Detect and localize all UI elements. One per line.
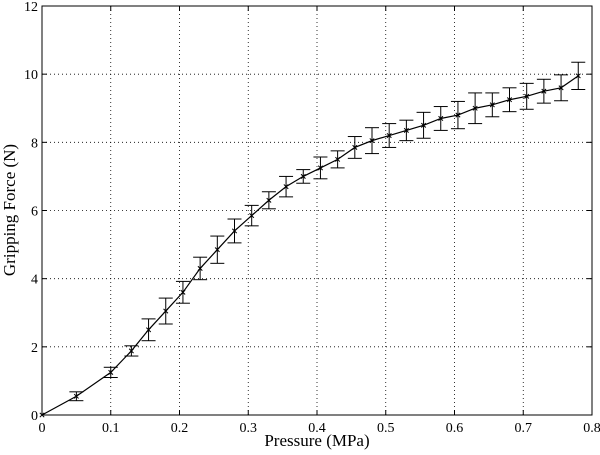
data-point-marker (489, 102, 495, 108)
axis-ticks (41, 5, 593, 416)
x-tick-label: 0.3 (240, 421, 258, 436)
data-point-marker (455, 112, 461, 118)
data-point-marker (438, 115, 444, 122)
data-point-marker (39, 412, 45, 418)
x-tick-label: 0.1 (102, 421, 120, 436)
y-tick-label: 10 (24, 68, 38, 83)
data-point-marker (146, 327, 152, 333)
data-point-marker (524, 93, 530, 99)
data-point-marker (386, 132, 392, 139)
data-point-marker (197, 265, 203, 271)
data-point-marker (506, 97, 513, 103)
y-axis-title: Gripping Force (N) (0, 144, 19, 276)
data-point-marker (541, 88, 547, 94)
y-tick-label: 0 (31, 409, 38, 424)
data-point-marker (283, 184, 289, 190)
x-axis-title: Pressure (MPa) (264, 431, 369, 450)
data-point-marker (73, 393, 79, 399)
y-tick-label: 4 (31, 273, 38, 288)
y-tick-label: 6 (31, 205, 38, 220)
data-point-marker (317, 165, 323, 171)
data-series (39, 61, 586, 418)
y-tick-label: 2 (31, 341, 38, 356)
data-point-marker (163, 308, 169, 314)
data-point-marker (180, 289, 186, 295)
tick-labels: 0 0.1 0.2 0.3 0.4 0.5 0.6 0.7 0.8 0 2 4 6 8 10 12 (24, 0, 600, 436)
data-point-marker (335, 156, 341, 162)
grid-lines (42, 6, 592, 415)
x-tick-label: 0.8 (583, 421, 600, 436)
data-point-marker (214, 247, 220, 253)
x-tick-label: 0.6 (446, 421, 464, 436)
data-point-marker (231, 228, 238, 234)
data-point-marker (575, 73, 581, 79)
x-tick-label: 0.7 (515, 421, 533, 436)
x-tick-label: 0.5 (377, 421, 395, 436)
data-point-marker (403, 127, 409, 133)
data-point-marker (108, 369, 114, 375)
data-point-marker (369, 138, 375, 144)
x-tick-label: 0.2 (171, 421, 189, 436)
y-tick-label: 8 (31, 136, 38, 151)
data-point-marker (352, 144, 358, 150)
x-tick-label: 0.4 (308, 421, 326, 436)
data-point-marker (128, 348, 134, 354)
data-point-marker (249, 213, 255, 219)
data-point-marker (558, 85, 564, 91)
series-line (41, 75, 579, 416)
data-point-marker (472, 105, 478, 111)
y-tick-label: 12 (24, 0, 38, 15)
data-point-marker (300, 173, 306, 179)
x-tick-label: 0 (39, 421, 46, 436)
data-point-marker (421, 122, 427, 128)
data-point-marker (266, 197, 272, 203)
